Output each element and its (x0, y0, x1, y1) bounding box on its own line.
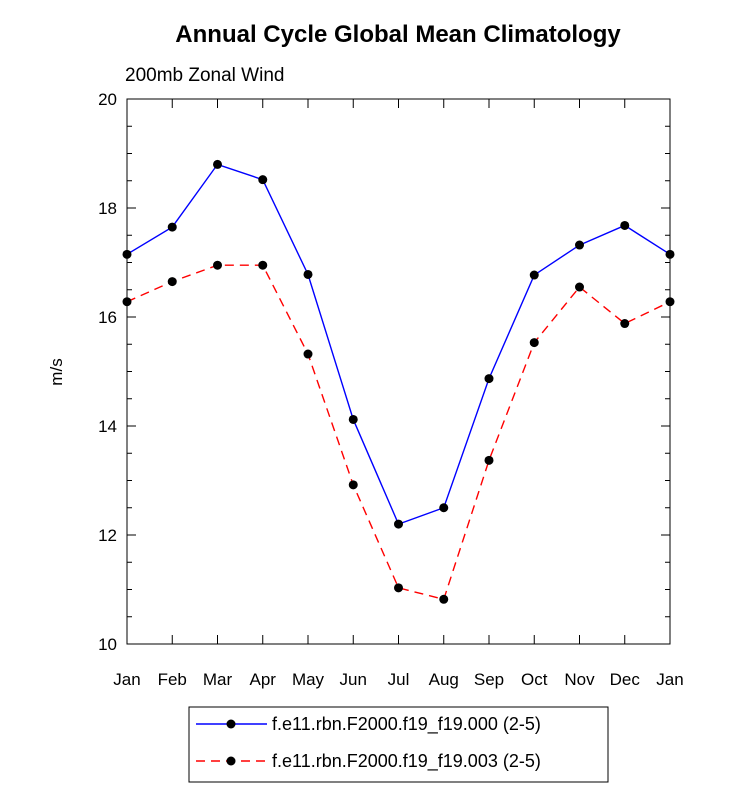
series-1-point (213, 159, 222, 169)
y-tick-label: 18 (98, 199, 117, 218)
legend-swatch-marker (226, 719, 236, 729)
series-1-point (394, 519, 403, 529)
y-tick-label: 20 (98, 90, 117, 109)
series-1-point (167, 222, 177, 232)
series-1-point (348, 414, 358, 424)
series-2-point (575, 282, 584, 292)
plot-frame (126, 98, 671, 645)
series-layer (122, 159, 675, 604)
chart-title: Annual Cycle Global Mean Climatology (175, 21, 621, 48)
chart-subtitle: 200mb Zonal Wind (125, 65, 284, 86)
series-2-point (620, 319, 630, 329)
y-tick-label: 10 (98, 635, 117, 654)
series-2-point (439, 594, 449, 604)
y-axis: 10 12 14 16 18 20 (98, 90, 670, 654)
series-1-point (122, 249, 132, 259)
x-tick-label: Nov (564, 670, 595, 689)
series-2-point (167, 277, 177, 287)
y-tick-label: 12 (98, 526, 117, 545)
series-2-point (394, 583, 403, 593)
x-tick-label: Apr (250, 670, 277, 689)
series-1-line (126, 163, 671, 525)
plot-area (126, 98, 671, 645)
x-tick-label: Feb (158, 670, 187, 689)
series-1-point (439, 503, 449, 513)
series-2-line (126, 264, 671, 601)
x-axis: Jan Feb Mar Apr May Jun Jul Aug Sep Oct Nov Dec Jan (113, 99, 684, 689)
legend-box (188, 706, 609, 783)
series-2-point (348, 480, 358, 490)
y-axis-label: m/s (47, 358, 66, 385)
x-tick-label: Oct (521, 670, 548, 689)
series-2-point (529, 338, 539, 348)
legend-label: f.e11.rbn.F2000.f19_f19.003 (2-5) (272, 751, 541, 772)
series-2-point (303, 349, 313, 359)
series-1-point (665, 249, 675, 259)
series-2-point (258, 260, 268, 270)
x-tick-label: Jul (388, 670, 410, 689)
series-1-point (303, 269, 313, 279)
series-2-point (484, 455, 494, 465)
legend-label: f.e11.rbn.F2000.f19_f19.000 (2-5) (272, 714, 541, 735)
series-2-point (213, 260, 222, 270)
series-2-point (665, 297, 675, 307)
series-1-point (529, 270, 539, 280)
y-tick-label: 16 (98, 308, 117, 327)
x-tick-label: Jan (656, 670, 683, 689)
y-tick-label: 14 (98, 417, 117, 436)
x-tick-label: Dec (610, 670, 641, 689)
series-1-point (484, 374, 494, 384)
legend-swatch-marker (226, 756, 236, 766)
legend: f.e11.rbn.F2000.f19_f19.000 (2-5) f.e11.r… (188, 706, 609, 783)
x-tick-label: Mar (203, 670, 233, 689)
series-2-point (122, 297, 132, 307)
x-tick-label: Jan (113, 670, 140, 689)
x-tick-label: Jun (340, 670, 367, 689)
x-tick-label: May (292, 670, 325, 689)
x-tick-label: Aug (429, 670, 459, 689)
series-1-point (258, 175, 268, 185)
x-tick-label: Sep (474, 670, 504, 689)
series-1-point (620, 220, 630, 230)
series-1-point (575, 240, 584, 250)
